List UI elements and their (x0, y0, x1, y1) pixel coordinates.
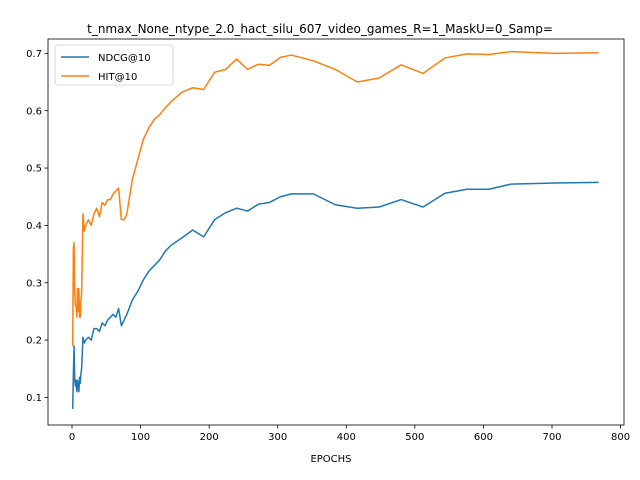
axes: 0 100 200 300 400 500 600 700 800 0.1 0.2 0.3 0.4 0.5… (26, 38, 630, 443)
x-tick-label: 800 (611, 432, 630, 443)
axes-frame (47, 38, 625, 426)
x-tick-label: 700 (542, 432, 561, 443)
x-tick-label: 100 (131, 432, 150, 443)
x-tick-label: 400 (337, 432, 356, 443)
legend-box (54, 44, 174, 86)
x-tick-label: 0 (69, 432, 75, 443)
x-tick-label: 200 (200, 432, 219, 443)
x-axis-label: EPOCHS (310, 454, 351, 465)
x-tick-label: 600 (474, 432, 493, 443)
legend: NDCG@10 HIT@10 (54, 44, 174, 86)
y-tick-label: 0.2 (26, 336, 42, 347)
y-tick-label: 0.3 (26, 278, 42, 289)
plot-area (71, 50, 599, 409)
legend-label-1: NDCG@10 (98, 53, 151, 64)
x-tick-label: 300 (268, 432, 287, 443)
y-tick-label: 0.7 (26, 49, 42, 60)
x-tick-label: 500 (405, 432, 424, 443)
series-line-2 (71, 50, 599, 346)
y-tick-label: 0.1 (26, 393, 42, 404)
y-tick-label: 0.6 (26, 106, 42, 117)
series-line-1 (71, 181, 599, 409)
y-tick-label: 0.4 (26, 221, 42, 232)
y-tick-label: 0.5 (26, 164, 42, 175)
chart-title: t_nmax_None_ntype_2.0_hact_silu_607_vide… (87, 22, 553, 36)
legend-label-2: HIT@10 (98, 72, 137, 83)
